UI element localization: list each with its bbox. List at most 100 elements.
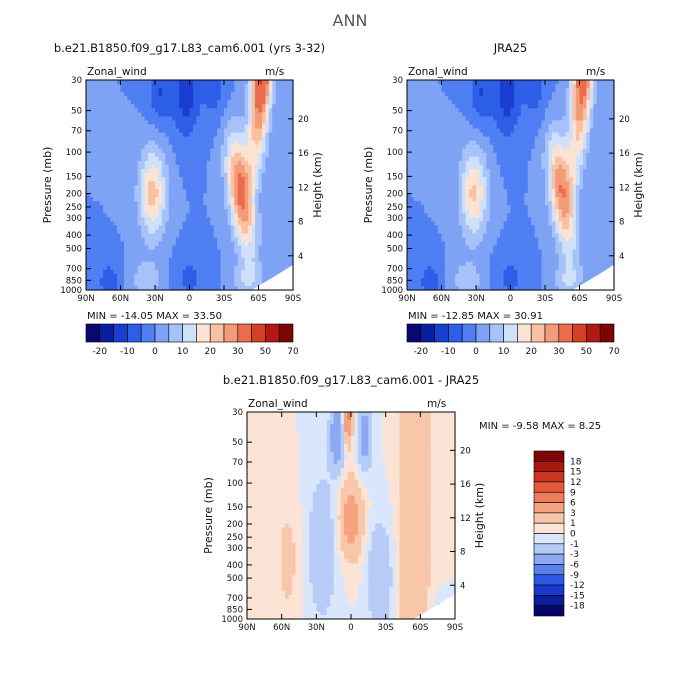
field-cell [265, 209, 270, 214]
field-cell [434, 217, 439, 222]
field-cell [268, 112, 273, 117]
field-cell [265, 128, 270, 134]
field-cell [234, 172, 239, 178]
field-cell [479, 152, 484, 158]
field-cell [175, 116, 180, 121]
field-cell [286, 84, 291, 89]
field-cell [424, 261, 429, 267]
field-cell [210, 185, 215, 190]
field-cell [472, 104, 477, 109]
field-cell [261, 88, 266, 93]
field-cell [120, 281, 125, 287]
field-cell [158, 201, 163, 206]
field-cell [141, 273, 146, 279]
field-cell [192, 112, 197, 117]
field-cell [172, 108, 177, 113]
field-cell [213, 237, 218, 243]
field-cell [172, 241, 177, 247]
field-cell [137, 172, 142, 178]
field-cell [210, 273, 215, 279]
field-cell [469, 100, 474, 105]
field-cell [103, 241, 108, 247]
field-cell [113, 205, 118, 210]
field-cell [503, 96, 508, 101]
field-cell [489, 233, 494, 239]
field-cell [213, 245, 218, 251]
field-cell [141, 112, 146, 117]
field-cell [196, 164, 201, 170]
field-cell [462, 112, 467, 117]
field-cell [255, 80, 260, 85]
field-cell [110, 168, 115, 174]
field-cell [289, 108, 294, 113]
field-cell [520, 253, 525, 259]
field-cell [248, 84, 253, 89]
field-cell [286, 201, 291, 206]
field-cell [258, 245, 263, 251]
y2-axis-title: Height (km) [311, 152, 324, 218]
field-cell [434, 180, 439, 186]
field-cell [427, 197, 432, 202]
field-cell [513, 237, 518, 243]
field-cell [458, 136, 463, 142]
field-cell [469, 205, 474, 210]
field-cell [413, 116, 418, 121]
field-cell [165, 92, 170, 97]
field-cell [106, 156, 111, 162]
field-cell [179, 124, 184, 130]
field-cell [210, 96, 215, 101]
field-cell [427, 148, 432, 154]
field-cell [106, 261, 111, 267]
field-cell [424, 245, 429, 251]
field-cell [431, 104, 436, 109]
field-cell [155, 156, 160, 162]
field-cell [158, 241, 163, 247]
field-cell [407, 84, 412, 89]
field-cell [413, 241, 418, 247]
field-cell [451, 120, 456, 126]
field-cell [507, 116, 512, 121]
field-cell [500, 140, 505, 146]
field-cell [244, 253, 249, 259]
field-cell [517, 180, 522, 186]
field-cell [486, 172, 491, 178]
field-cell [476, 156, 481, 162]
field-cell [234, 269, 239, 275]
field-cell [86, 104, 91, 109]
field-cell [451, 92, 456, 97]
field-cell [451, 237, 456, 243]
field-cell [444, 100, 449, 105]
field-cell [237, 152, 242, 158]
field-cell [476, 277, 481, 283]
field-cell [472, 277, 477, 283]
field-cell [168, 193, 173, 198]
field-cell [175, 233, 180, 239]
field-cell [417, 269, 422, 275]
field-cell [196, 277, 201, 283]
field-cell [244, 257, 249, 263]
field-cell [410, 229, 415, 235]
field-cell [479, 172, 484, 178]
field-cell [179, 201, 184, 206]
field-cell [289, 164, 294, 170]
field-cell [489, 124, 494, 130]
field-cell [89, 104, 94, 109]
field-cell [175, 229, 180, 235]
field-cell [220, 156, 225, 162]
field-cell [417, 176, 422, 182]
field-cell [175, 209, 180, 214]
field-cell [196, 285, 201, 291]
colorbar-swatch [251, 323, 266, 343]
field-cell [255, 132, 260, 138]
field-cell [182, 281, 187, 287]
field-cell [417, 197, 422, 202]
field-cell [258, 237, 263, 243]
field-cell [479, 209, 484, 214]
field-cell [434, 201, 439, 206]
field-cell [203, 193, 208, 198]
field-cell [486, 241, 491, 247]
field-cell [438, 140, 443, 146]
field-cell [469, 185, 474, 190]
field-cell [448, 185, 453, 190]
field-cell [448, 160, 453, 166]
